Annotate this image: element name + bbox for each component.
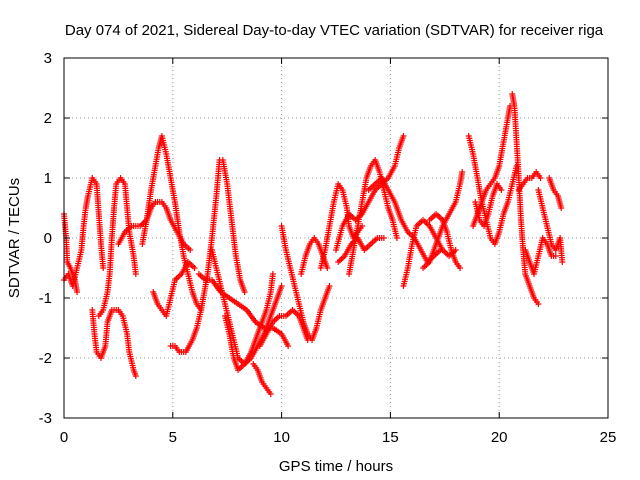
series-sat-29 bbox=[522, 235, 559, 277]
series-sat-4 bbox=[95, 175, 139, 319]
series-sat-31 bbox=[546, 175, 565, 211]
data-point bbox=[269, 271, 276, 277]
data-point bbox=[74, 289, 81, 295]
data-point bbox=[326, 283, 333, 289]
data-point bbox=[558, 205, 565, 211]
y-tick-label: 1 bbox=[44, 170, 52, 187]
series-sat-18 bbox=[335, 235, 387, 265]
data-layer bbox=[61, 91, 566, 397]
data-point bbox=[459, 169, 466, 175]
series-sat-26 bbox=[472, 181, 505, 229]
data-point bbox=[498, 187, 505, 193]
series-sat-21 bbox=[400, 217, 459, 289]
y-tick-label: -2 bbox=[39, 350, 52, 367]
data-point bbox=[324, 265, 331, 271]
x-axis-label: GPS time / hours bbox=[279, 458, 393, 475]
data-point bbox=[187, 247, 194, 253]
data-point bbox=[191, 265, 198, 271]
y-tick-label: -3 bbox=[39, 410, 52, 427]
tick-layer: 0 5 10 15 20 25 -3 -2 -1 0 1 2 3 bbox=[39, 50, 617, 446]
grid-layer bbox=[64, 58, 608, 418]
data-point bbox=[457, 265, 464, 271]
data-point bbox=[537, 175, 544, 181]
series-sat-3 bbox=[89, 307, 139, 379]
series-sat-23 bbox=[426, 211, 464, 271]
x-tick-label: 10 bbox=[273, 429, 290, 446]
data-point bbox=[380, 235, 387, 241]
series-sat-22 bbox=[420, 169, 466, 271]
x-tick-label: 0 bbox=[60, 429, 68, 446]
x-tick-label: 15 bbox=[382, 429, 399, 446]
y-tick-label: 2 bbox=[44, 110, 52, 127]
data-point bbox=[278, 283, 285, 289]
data-point bbox=[400, 133, 407, 139]
series-sat-27 bbox=[509, 91, 542, 307]
chart-title: Day 074 of 2021, Sidereal Day-to-day VTE… bbox=[65, 22, 604, 39]
x-tick-label: 20 bbox=[491, 429, 508, 446]
series-sat-8 bbox=[167, 157, 248, 355]
y-tick-label: 3 bbox=[44, 50, 52, 67]
series-sat-14 bbox=[278, 223, 333, 343]
y-tick-label: -1 bbox=[39, 290, 52, 307]
y-tick-label: 0 bbox=[44, 230, 52, 247]
x-tick-label: 5 bbox=[169, 429, 177, 446]
x-tick-label: 25 bbox=[600, 429, 617, 446]
data-point bbox=[132, 373, 139, 379]
series-sat-28 bbox=[515, 169, 544, 193]
series-sat-10 bbox=[195, 271, 292, 349]
data-point bbox=[241, 289, 248, 295]
series-sat-30 bbox=[535, 187, 566, 265]
series-sat-7 bbox=[150, 259, 198, 319]
data-point bbox=[285, 343, 292, 349]
series-sat-2 bbox=[61, 211, 81, 295]
data-point bbox=[132, 271, 139, 277]
series-sat-12 bbox=[250, 361, 274, 397]
data-point bbox=[535, 301, 542, 307]
data-point bbox=[559, 259, 566, 265]
data-point bbox=[267, 391, 274, 397]
data-point bbox=[552, 253, 559, 259]
series-sat-11 bbox=[222, 271, 276, 373]
series-sat-6 bbox=[139, 133, 205, 313]
y-axis-label: SDTVAR / TECUs bbox=[6, 178, 23, 298]
data-point bbox=[393, 235, 400, 241]
data-point bbox=[100, 265, 107, 271]
